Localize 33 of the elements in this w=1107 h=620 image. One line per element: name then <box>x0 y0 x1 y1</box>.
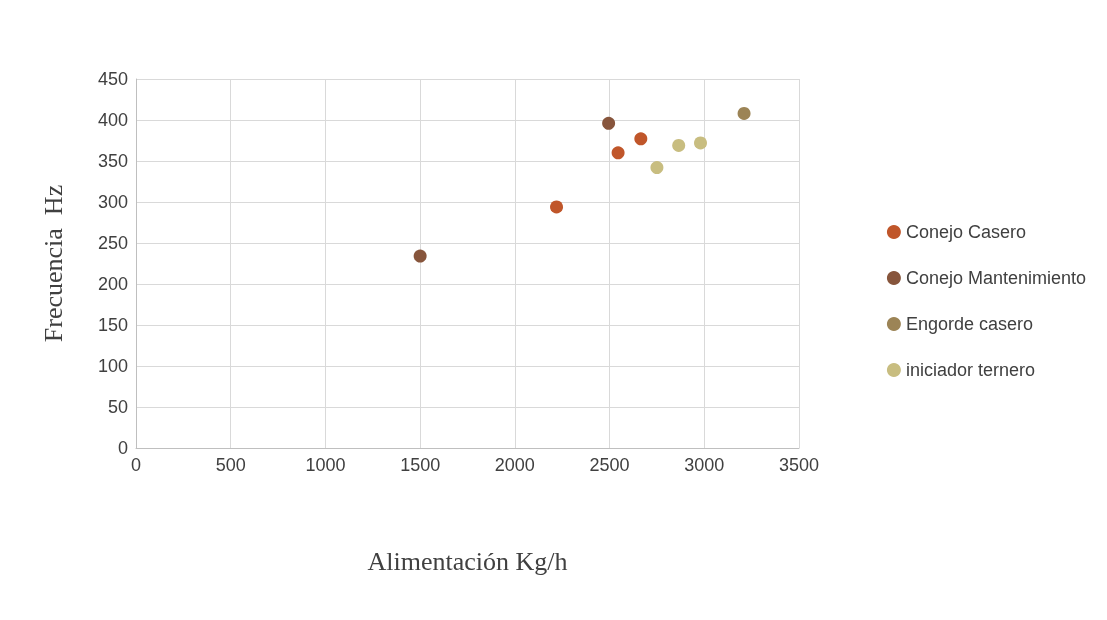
x-tick-label: 1000 <box>305 455 346 475</box>
x-tick-label: 2000 <box>494 455 535 475</box>
x-tick-label: 2500 <box>589 455 630 475</box>
point <box>672 138 686 152</box>
x-tick-label: 0 <box>130 455 142 475</box>
y-tick-label: 300 <box>97 192 128 212</box>
y-tick-label: 150 <box>97 315 128 335</box>
x-tick-label: 500 <box>215 455 246 475</box>
y-axis-title: Frecuencia Hz <box>38 184 68 343</box>
legend-label: iniciador ternero <box>905 360 1035 380</box>
point <box>650 161 664 175</box>
point <box>634 132 648 146</box>
legend-label: Conejo Casero <box>905 222 1026 242</box>
y-tick-label: 450 <box>97 69 128 89</box>
x-axis-title: Alimentación Kg/h <box>367 546 568 576</box>
x-tick-label: 3500 <box>778 455 820 475</box>
point <box>413 249 427 263</box>
point <box>550 200 564 214</box>
y-tick-label: 50 <box>107 397 128 417</box>
point <box>611 146 625 160</box>
y-tick-label: 0 <box>117 438 128 458</box>
y-tick-label: 100 <box>97 356 128 376</box>
y-tick-label: 400 <box>97 110 128 130</box>
y-tick-label: 350 <box>97 151 128 171</box>
legend-label: Engorde casero <box>905 314 1033 334</box>
y-tick-label: 250 <box>97 233 128 253</box>
point <box>602 116 616 130</box>
legend-label: Conejo Mantenimiento <box>905 268 1086 288</box>
point <box>737 106 751 120</box>
y-tick-label: 200 <box>97 274 128 294</box>
x-tick-label: 3000 <box>684 455 725 475</box>
x-tick-label: 1500 <box>400 455 441 475</box>
point <box>694 136 707 150</box>
